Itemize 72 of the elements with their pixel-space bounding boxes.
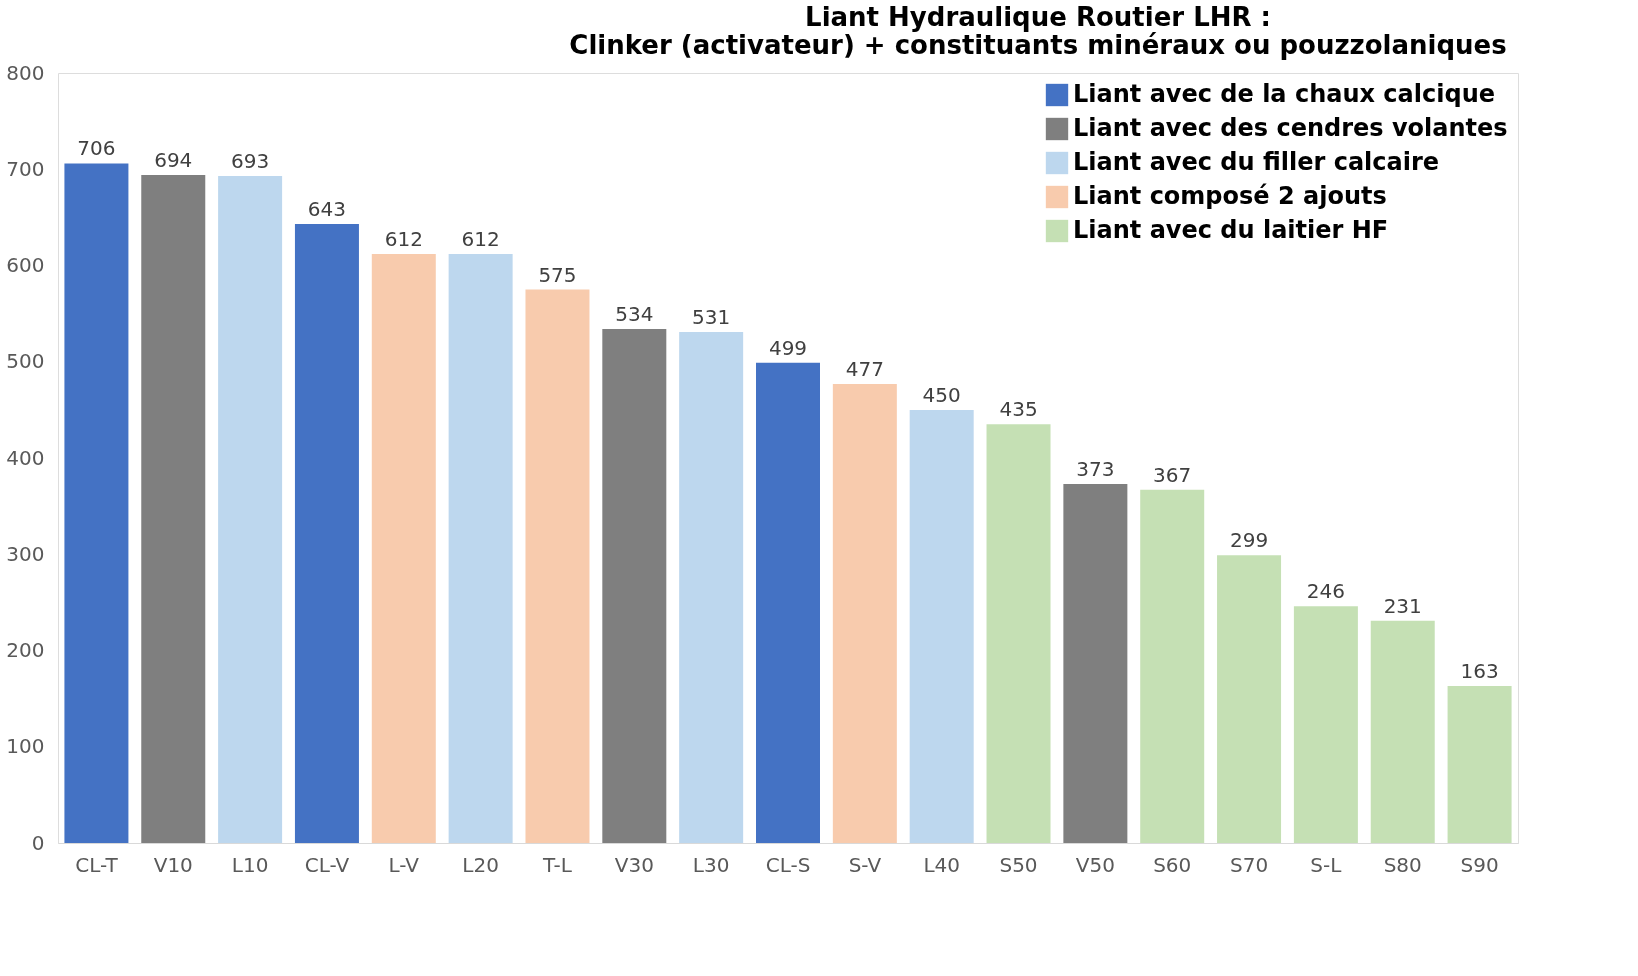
bar <box>218 175 283 843</box>
y-tick-label: 0 <box>31 830 45 855</box>
x-tick-label: T-L <box>542 852 573 877</box>
bar <box>1370 620 1435 843</box>
bar <box>602 329 667 843</box>
data-label: 499 <box>768 335 808 360</box>
legend-label: Liant composé 2 ajouts <box>1073 182 1387 210</box>
x-tick-label: L20 <box>462 852 499 877</box>
y-tick-label: 200 <box>6 638 45 662</box>
x-tick-label: V30 <box>614 852 654 877</box>
data-label: 163 <box>1460 659 1499 684</box>
bar <box>1293 606 1358 843</box>
data-label: 531 <box>692 304 731 329</box>
data-label: 534 <box>615 302 654 327</box>
bar <box>986 424 1051 843</box>
legend-label: Liant avec de la chaux calcique <box>1073 80 1495 108</box>
bar <box>448 253 513 843</box>
bar <box>141 175 206 843</box>
y-tick-label: 100 <box>6 734 45 759</box>
x-tick-label: S-L <box>1310 852 1343 877</box>
x-tick-label: S80 <box>1383 852 1422 877</box>
data-label: 612 <box>384 226 423 251</box>
data-label: 706 <box>77 136 116 161</box>
bar <box>1217 555 1282 843</box>
data-label: 450 <box>922 382 961 407</box>
data-label: 693 <box>231 148 270 173</box>
y-tick-label: 500 <box>6 349 45 374</box>
x-tick-label: S50 <box>999 852 1038 877</box>
data-label: 612 <box>461 226 500 251</box>
x-tick-label: CL-V <box>304 852 350 877</box>
bar <box>756 362 820 843</box>
x-tick-label: V50 <box>1075 852 1115 877</box>
bar <box>1447 686 1512 843</box>
bar <box>294 224 359 843</box>
data-label: 477 <box>845 356 884 381</box>
bar <box>909 409 974 843</box>
data-label: 299 <box>1229 528 1269 553</box>
x-tick-label: L-V <box>388 852 420 877</box>
x-tick-label: CL-T <box>75 852 119 877</box>
x-tick-label: CL-S <box>765 852 811 877</box>
data-label: 694 <box>154 148 193 173</box>
legend-label: Liant avec des cendres volantes <box>1073 114 1508 142</box>
data-label: 435 <box>999 397 1038 422</box>
legend-label: Liant avec du laitier HF <box>1073 216 1389 244</box>
y-tick-label: 300 <box>6 541 45 566</box>
x-tick-label: L10 <box>231 852 269 877</box>
data-label: 367 <box>1153 462 1192 487</box>
bar <box>64 163 129 843</box>
x-tick-label: S90 <box>1460 852 1499 877</box>
y-tick-label: 800 <box>6 60 45 85</box>
legend-label: Liant avec du filler calcaire <box>1073 148 1440 176</box>
x-tick-label: V10 <box>153 852 193 877</box>
x-tick-label: L30 <box>692 852 730 877</box>
data-label: 575 <box>538 262 577 287</box>
y-tick-label: 700 <box>6 156 45 181</box>
y-tick-label: 600 <box>6 253 45 277</box>
bar <box>371 253 436 843</box>
text: Liant Hydraulique Routier LHR : <box>805 2 1271 32</box>
x-tick-label: S60 <box>1153 852 1192 877</box>
bar <box>1063 483 1128 843</box>
bar <box>679 331 744 843</box>
data-label: 643 <box>307 197 347 222</box>
bar <box>832 383 897 843</box>
x-tick-label: S-V <box>848 852 882 877</box>
bar <box>1140 489 1205 843</box>
x-tick-label: S70 <box>1229 852 1269 877</box>
x-tick-label: L40 <box>923 852 960 877</box>
bar <box>525 289 590 843</box>
data-label: 373 <box>1076 456 1115 481</box>
data-label: 246 <box>1306 579 1345 604</box>
data-label: 231 <box>1383 593 1422 618</box>
y-tick-label: 400 <box>6 445 45 470</box>
